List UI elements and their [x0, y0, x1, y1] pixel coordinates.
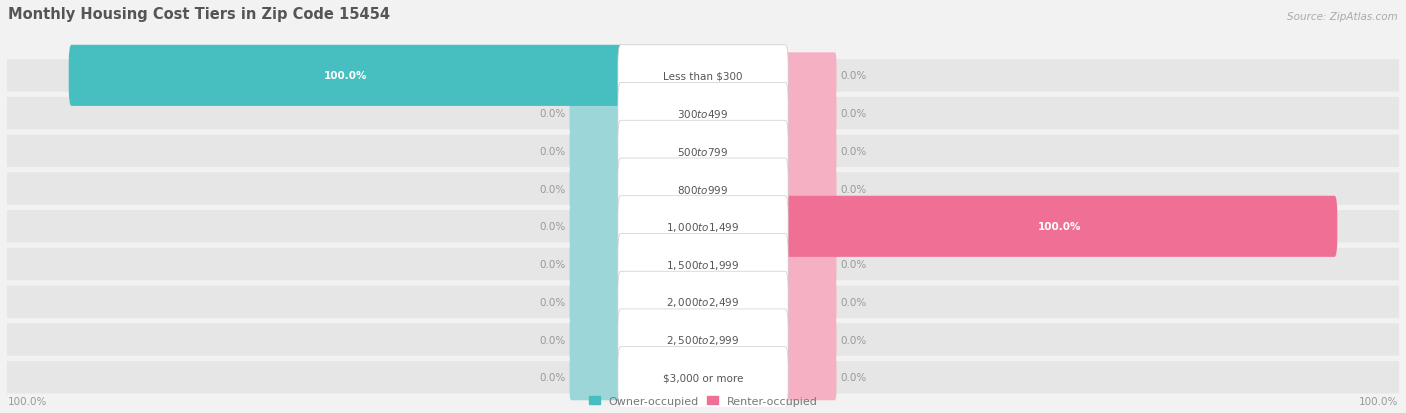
FancyBboxPatch shape [69, 46, 623, 107]
FancyBboxPatch shape [617, 46, 789, 107]
Text: 0.0%: 0.0% [540, 297, 565, 307]
FancyBboxPatch shape [783, 128, 837, 174]
Text: Source: ZipAtlas.com: Source: ZipAtlas.com [1286, 12, 1398, 21]
FancyBboxPatch shape [569, 317, 623, 363]
Text: 0.0%: 0.0% [841, 297, 866, 307]
FancyBboxPatch shape [7, 323, 1399, 356]
FancyBboxPatch shape [569, 128, 623, 174]
Text: $500 to $799: $500 to $799 [678, 145, 728, 157]
FancyBboxPatch shape [7, 211, 1399, 243]
FancyBboxPatch shape [617, 121, 789, 182]
Text: 0.0%: 0.0% [540, 222, 565, 232]
FancyBboxPatch shape [783, 317, 837, 363]
FancyBboxPatch shape [569, 242, 623, 287]
Text: $300 to $499: $300 to $499 [678, 108, 728, 120]
Text: 0.0%: 0.0% [540, 184, 565, 194]
Text: 0.0%: 0.0% [540, 109, 565, 119]
FancyBboxPatch shape [783, 242, 837, 287]
Text: 0.0%: 0.0% [540, 335, 565, 345]
Text: $2,500 to $2,999: $2,500 to $2,999 [666, 333, 740, 346]
FancyBboxPatch shape [7, 173, 1399, 205]
Text: 100.0%: 100.0% [1038, 222, 1081, 232]
FancyBboxPatch shape [783, 53, 837, 99]
Text: $1,000 to $1,499: $1,000 to $1,499 [666, 220, 740, 233]
FancyBboxPatch shape [569, 91, 623, 137]
FancyBboxPatch shape [783, 279, 837, 325]
FancyBboxPatch shape [617, 159, 789, 220]
Text: $2,000 to $2,499: $2,000 to $2,499 [666, 296, 740, 309]
Text: 0.0%: 0.0% [841, 373, 866, 382]
Text: Less than $300: Less than $300 [664, 71, 742, 81]
Text: Monthly Housing Cost Tiers in Zip Code 15454: Monthly Housing Cost Tiers in Zip Code 1… [8, 7, 391, 21]
Legend: Owner-occupied, Renter-occupied: Owner-occupied, Renter-occupied [589, 396, 817, 406]
Text: 0.0%: 0.0% [540, 373, 565, 382]
Text: 0.0%: 0.0% [841, 109, 866, 119]
Text: 100.0%: 100.0% [325, 71, 368, 81]
FancyBboxPatch shape [783, 354, 837, 400]
FancyBboxPatch shape [783, 91, 837, 137]
Text: 0.0%: 0.0% [841, 259, 866, 269]
Text: $3,000 or more: $3,000 or more [662, 373, 744, 382]
Text: $800 to $999: $800 to $999 [678, 183, 728, 195]
Text: 0.0%: 0.0% [540, 259, 565, 269]
FancyBboxPatch shape [7, 135, 1399, 168]
FancyBboxPatch shape [617, 347, 789, 408]
Text: 0.0%: 0.0% [841, 71, 866, 81]
FancyBboxPatch shape [617, 309, 789, 370]
Text: 0.0%: 0.0% [841, 184, 866, 194]
FancyBboxPatch shape [569, 166, 623, 212]
Text: $1,500 to $1,999: $1,500 to $1,999 [666, 258, 740, 271]
FancyBboxPatch shape [569, 204, 623, 250]
FancyBboxPatch shape [617, 234, 789, 295]
Text: 0.0%: 0.0% [540, 147, 565, 157]
FancyBboxPatch shape [7, 361, 1399, 394]
FancyBboxPatch shape [783, 166, 837, 212]
FancyBboxPatch shape [617, 196, 789, 257]
FancyBboxPatch shape [569, 354, 623, 400]
Text: 100.0%: 100.0% [8, 396, 48, 406]
Text: 0.0%: 0.0% [841, 147, 866, 157]
FancyBboxPatch shape [617, 83, 789, 144]
Text: 100.0%: 100.0% [1358, 396, 1398, 406]
FancyBboxPatch shape [7, 97, 1399, 130]
FancyBboxPatch shape [617, 272, 789, 332]
FancyBboxPatch shape [7, 60, 1399, 93]
FancyBboxPatch shape [783, 196, 1337, 257]
FancyBboxPatch shape [7, 248, 1399, 280]
Text: 0.0%: 0.0% [841, 335, 866, 345]
FancyBboxPatch shape [7, 286, 1399, 318]
FancyBboxPatch shape [569, 279, 623, 325]
